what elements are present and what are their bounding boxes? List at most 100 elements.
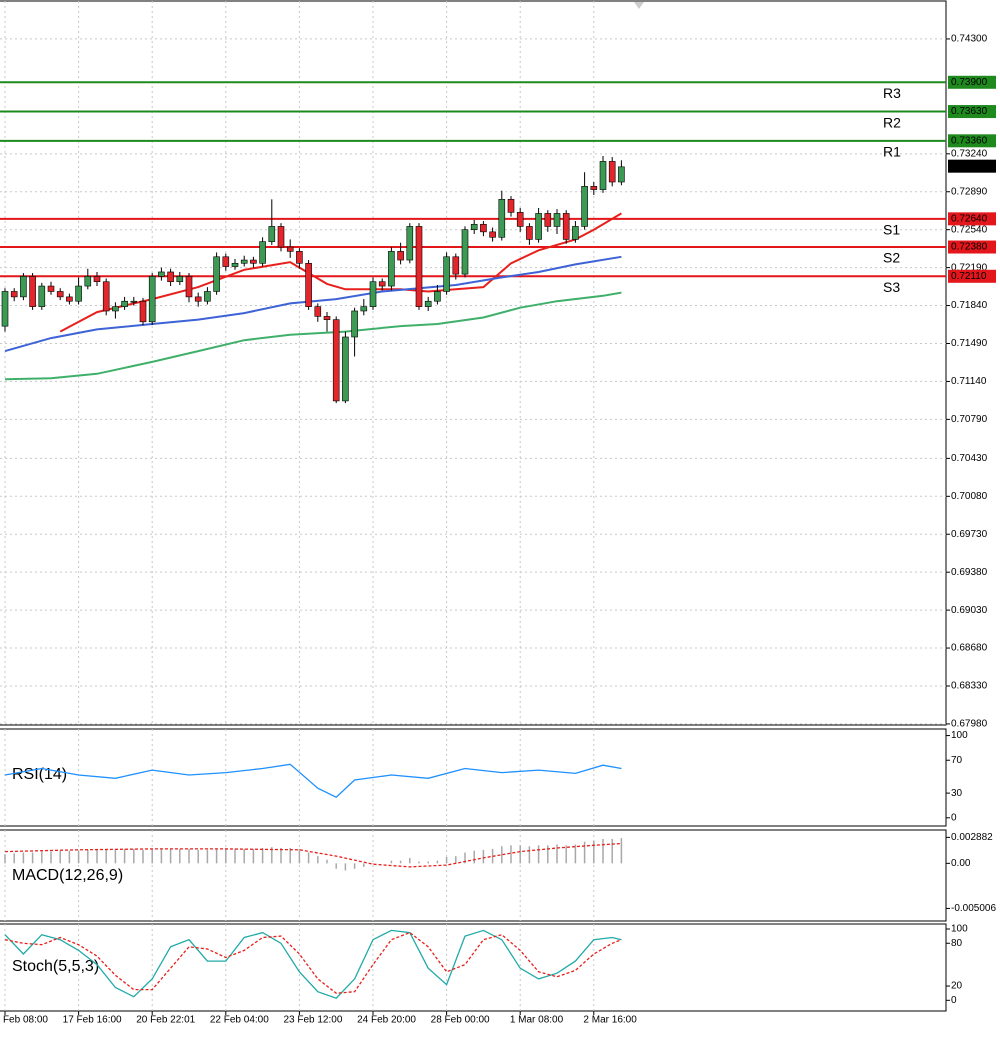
candle-body [139,300,147,323]
y-tick-label: 0 [951,995,957,1006]
last-price-box [948,159,996,173]
y-tick-label: 0.002882 [951,832,993,843]
level-price-label: 0.72380 [951,242,988,253]
candle-body [93,275,101,283]
candle-body [452,256,460,275]
x-tick-label: 20 Feb 22:01 [136,1015,195,1026]
level-name: S2 [883,250,900,266]
level-name: R1 [883,144,901,160]
candle-body [47,285,55,292]
candle-body [231,262,239,267]
candle-body [75,285,82,302]
stoch-signal [4,931,622,994]
y-tick-label: 30 [951,788,963,799]
candle-body [590,186,598,190]
y-tick-label: 0.00 [951,858,971,869]
x-tick-label: 17 Feb 16:00 [63,1015,122,1026]
x-tick-label: 1 Mar 08:00 [510,1015,564,1026]
candle-body [66,296,73,302]
level-price-label: 0.72110 [951,271,987,282]
y-tick-label: 0.68680 [951,643,988,654]
candle-body [535,213,542,240]
y-tick-label: 0.69730 [951,529,988,540]
candle-body [618,166,625,183]
candle-body [378,281,386,287]
level-price-label: 0.73630 [951,106,988,117]
y-tick-label: 0.71490 [951,338,988,349]
candle-body [323,316,331,320]
candle-body [296,251,303,264]
candle-body [20,275,27,298]
candle-body [314,306,322,317]
candle-body [148,275,156,323]
candle-body [553,213,561,227]
candle-body [305,262,312,307]
y-tick-label: 0.72540 [951,224,988,235]
candle-body [222,256,230,267]
candle-body [516,212,524,227]
panel-title: MACD(12,26,9) [12,867,123,884]
level-price-box [948,134,996,148]
y-tick-label: 0.74300 [951,34,988,45]
candle-body [608,161,616,183]
x-tick-label: 23 Feb 12:00 [283,1015,342,1026]
y-tick-label: -0.005006 [951,903,996,914]
candle-body [507,199,515,213]
y-tick-label: 20 [951,981,963,992]
level-name: R3 [883,85,901,101]
candle-body [498,199,506,238]
candle-body [240,259,248,264]
y-tick-label: 0.72190 [951,262,988,273]
candle-body [461,229,469,275]
y-tick-label: 100 [951,924,968,935]
candle-body [268,226,276,242]
y-tick-label: 0.73240 [951,148,988,159]
candle-body [286,246,294,252]
level-price-box [948,75,996,89]
candle-body [572,226,579,240]
rsi-line [4,763,622,798]
y-tick-label: 0.72890 [951,186,988,197]
y-tick-label: 0.69030 [951,605,988,616]
y-tick-label: 80 [951,938,963,949]
candle-body [489,231,496,238]
y-tick-label: 0.67980 [951,719,988,730]
y-tick-label: 100 [951,730,968,741]
candle-body [130,300,138,303]
candle-body [10,291,18,298]
candle-body [84,275,92,287]
candle-body [102,281,110,312]
last-price-label: 0.73126 [951,161,988,172]
candle-body [369,281,377,307]
level-name: S1 [883,222,900,238]
candle-body [397,251,404,261]
stoch-main [4,929,622,999]
candle-body [351,310,358,338]
level-name: R2 [883,114,901,130]
candle-body [194,296,202,302]
candle-body [443,256,450,292]
candle-body [581,186,588,227]
candle-body [259,241,266,264]
candle-body [360,306,368,312]
candle-body [480,223,487,233]
candle-body [332,319,340,402]
candle-body [38,285,46,307]
candle-body [167,271,174,283]
candle-body [424,300,432,307]
level-price-label: 0.73900 [951,77,988,88]
x-tick-label: Feb 08:00 [3,1015,48,1026]
candle-body [544,213,552,227]
y-tick-label: 0.71840 [951,300,988,311]
rsi-panel [0,728,947,827]
x-tick-label: 2 Mar 16:00 [583,1015,637,1026]
candle-body [185,275,193,298]
candle-body [415,226,423,307]
main-panel [0,0,947,726]
level-price-box [948,269,996,283]
candle-body [56,291,64,298]
shift-marker [634,2,644,9]
y-tick-label: 0 [951,812,957,823]
